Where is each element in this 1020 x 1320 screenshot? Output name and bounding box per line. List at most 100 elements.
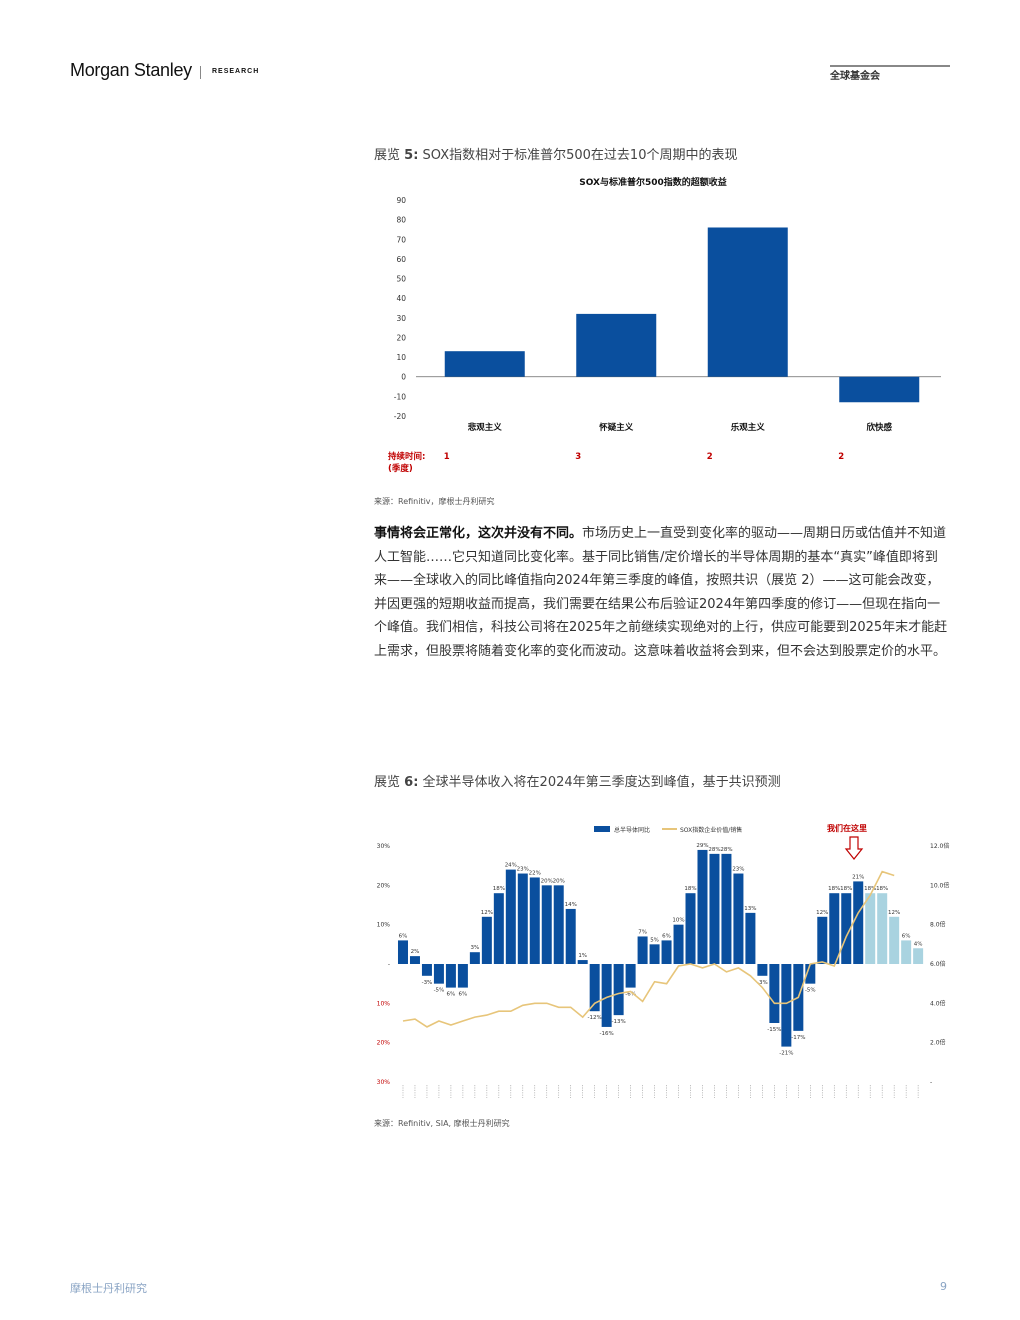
chart6-data-label: 22% bbox=[529, 870, 541, 876]
paragraph-lead: 事情将会正常化，这次并没有不同。 bbox=[374, 526, 583, 541]
chart6-bar bbox=[529, 877, 540, 964]
chart5-ytick-label: -20 bbox=[394, 412, 406, 421]
chart6-left-tick-label: 20% bbox=[377, 1040, 391, 1047]
chart6-data-label: -5% bbox=[434, 988, 445, 994]
exhibit5-chart: SOX与标准普尔500指数的超额收益 90 80 70 60 50 40 30 20 10 0 -1… bbox=[388, 176, 941, 474]
chart6-bar bbox=[769, 964, 780, 1023]
chart6-data-label: 18% bbox=[876, 886, 888, 892]
chart6-data-label: 20% bbox=[553, 878, 565, 884]
chart5-duration-value: 2 bbox=[707, 452, 713, 462]
chart6-bar bbox=[661, 940, 672, 964]
chart6-data-label: 6% bbox=[662, 933, 671, 939]
chart5-ytick-label: 0 bbox=[401, 373, 406, 382]
exhibit5-title-text: SOX指数相对于标准普尔500在过去10个周期中的表现 bbox=[422, 148, 738, 163]
exhibit5-source: 来源：Refinitiv，摩根士丹利研究 bbox=[374, 497, 495, 506]
chart6-bar bbox=[841, 893, 852, 964]
legend-label-yoy: 总半导体同比 bbox=[614, 826, 650, 834]
chart6-bar bbox=[805, 964, 816, 984]
chart6-bar bbox=[697, 849, 708, 964]
chart6-bar bbox=[877, 893, 888, 964]
chart6-bar bbox=[469, 952, 480, 964]
footer-label: 摩根士丹利研究 bbox=[70, 1282, 147, 1295]
chart6-bar bbox=[421, 964, 432, 976]
exhibit6-chart: 总半导体同比 SOX指数企业价值/销售 我们在这里 30% 20% 10% - 10% 2… bbox=[377, 823, 949, 1098]
chart5-bar bbox=[444, 351, 525, 377]
chart6-data-label: 23% bbox=[517, 867, 529, 873]
chart6-left-tick-label: 10% bbox=[377, 1000, 391, 1007]
chart6-data-label: -3% bbox=[757, 980, 768, 986]
chart6-bar bbox=[553, 885, 564, 964]
chart6-data-label: 7% bbox=[638, 929, 647, 935]
body-paragraph: 事情将会正常化，这次并没有不同。市场历史上一直受到变化率的驱动——周期日历或估值… bbox=[374, 522, 950, 663]
exhibit6-title-prefix: 展览 bbox=[374, 775, 401, 790]
chart6-bar bbox=[397, 940, 408, 964]
annotation-we-are-here: 我们在这里 bbox=[827, 823, 867, 833]
chart6-right-tick-label: 6.0倍 bbox=[930, 960, 946, 968]
chart6-right-tick-label: 10.0倍 bbox=[930, 881, 949, 889]
chart6-data-label: -16% bbox=[600, 1031, 614, 1037]
chart6-data-label: 4% bbox=[914, 941, 923, 947]
chart6-bar bbox=[541, 885, 552, 964]
chart6-data-label: 13% bbox=[744, 906, 756, 912]
chart6-left-tick-label: - bbox=[388, 961, 390, 968]
chart6-left-tick-label: 20% bbox=[377, 882, 391, 889]
header-rule bbox=[830, 65, 950, 67]
chart6-bar bbox=[781, 964, 792, 1047]
chart6-data-label: 24% bbox=[505, 863, 517, 869]
chart6-bar bbox=[829, 893, 840, 964]
chart6-data-label: -5% bbox=[805, 988, 816, 994]
logo-divider bbox=[200, 66, 201, 79]
chart6-data-label: 2% bbox=[411, 949, 420, 955]
chart5-duration-value: 2 bbox=[838, 452, 844, 462]
chart5-bar bbox=[576, 313, 657, 377]
chart6-bar bbox=[649, 944, 660, 964]
chart5-category-label: 怀疑主义 bbox=[599, 422, 634, 433]
chart6-bar bbox=[721, 853, 732, 964]
chart6-bar bbox=[505, 869, 516, 964]
chart6-right-tick-label: 8.0倍 bbox=[930, 921, 946, 929]
chart6-data-label: 29% bbox=[696, 843, 708, 849]
exhibit6-title-number: 6: bbox=[404, 775, 419, 790]
paragraph-body: 市场历史上一直受到变化率的驱动——周期日历或估值并不知道人工智能……它只知道同比… bbox=[374, 526, 948, 659]
chart6-data-label: 12% bbox=[481, 910, 493, 916]
chart6-right-tick-label: 12.0倍 bbox=[930, 842, 949, 850]
chart5-duration-value: 1 bbox=[444, 452, 450, 462]
chart6-bar bbox=[865, 893, 876, 964]
chart6-bar bbox=[409, 956, 420, 964]
chart6-bar bbox=[589, 964, 600, 1012]
section-label: 全球基金会 bbox=[830, 71, 880, 82]
ev-sales-line bbox=[402, 870, 895, 1028]
chart5-category-label: 悲观主义 bbox=[468, 422, 503, 433]
chart6-data-label: -21% bbox=[779, 1051, 793, 1057]
chart6-bar bbox=[733, 873, 744, 964]
chart6-bar bbox=[493, 893, 504, 964]
chart6-data-label: -15% bbox=[767, 1027, 781, 1033]
exhibit6-title-text: 全球半导体收入将在2024年第三季度达到峰值，基于共识预测 bbox=[422, 775, 781, 790]
chart6-bar bbox=[457, 964, 468, 988]
chart6-right-tick-label: 2.0倍 bbox=[930, 1039, 946, 1047]
chart6-data-label: 23% bbox=[732, 867, 744, 873]
chart5-duration-label-2: (季度) bbox=[388, 463, 413, 474]
exhibit5-title-number: 5: bbox=[404, 148, 419, 163]
research-label: RESEARCH bbox=[212, 68, 260, 75]
chart5-ytick-label: 40 bbox=[396, 294, 406, 303]
chart6-bar bbox=[901, 940, 912, 964]
chart6-data-label: 18% bbox=[828, 886, 840, 892]
chart6-data-label: 12% bbox=[816, 910, 828, 916]
chart6-data-label: 12% bbox=[888, 910, 900, 916]
chart5-category-label: 欣快感 bbox=[866, 422, 892, 433]
chart6-bar bbox=[625, 964, 636, 988]
chart6-bar bbox=[577, 960, 588, 964]
chart5-ytick-label: -10 bbox=[394, 392, 406, 401]
chart5-ytick-label: 80 bbox=[396, 216, 406, 225]
chart6-data-label: 6% bbox=[459, 992, 468, 998]
chart5-category-label: 乐观主义 bbox=[731, 422, 766, 433]
chart6-data-label: 1% bbox=[578, 953, 587, 959]
chart6-bar bbox=[913, 948, 924, 964]
morgan-stanley-logo: Morgan Stanley bbox=[70, 60, 192, 80]
chart6-left-tick-label: 30% bbox=[377, 843, 391, 850]
chart6-right-tick-label: - bbox=[930, 1079, 932, 1086]
chart6-bar bbox=[889, 916, 900, 964]
chart5-duration-label: 持续时间: bbox=[388, 451, 425, 462]
chart6-data-label: 10% bbox=[672, 918, 684, 924]
